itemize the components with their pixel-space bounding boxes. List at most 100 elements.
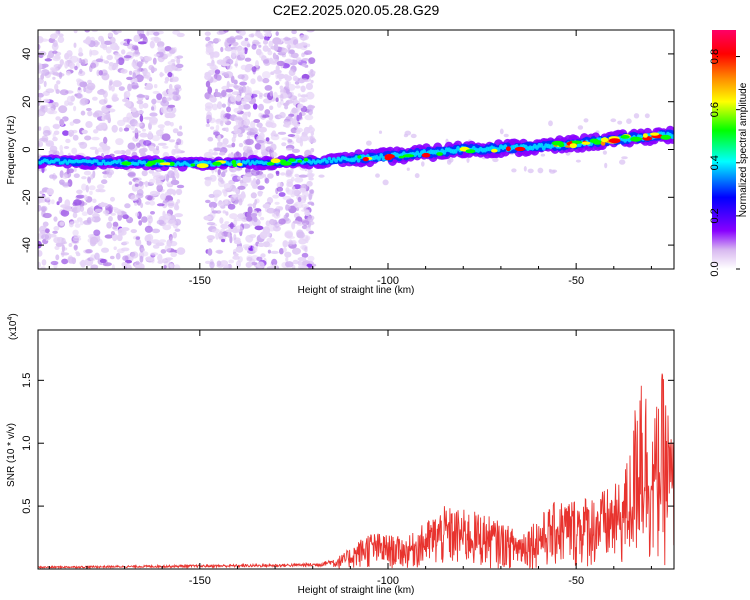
noise-blob (284, 122, 291, 129)
noise-blob (58, 71, 63, 79)
noise-blob (172, 128, 179, 134)
noise-blob (80, 110, 86, 116)
noise-blob (57, 36, 65, 43)
noise-blob (124, 90, 131, 99)
ridge-hotspot (288, 158, 296, 162)
noise-blob (103, 60, 110, 64)
y-tick-label: -20 (21, 189, 33, 205)
noise-blob (122, 98, 129, 103)
noise-blob (289, 49, 295, 55)
noise-blob (306, 180, 313, 187)
noise-blob (49, 110, 58, 115)
noise-blob (59, 144, 63, 152)
noise-blob (203, 151, 213, 159)
noise-blob (267, 249, 271, 254)
noise-blob (84, 135, 92, 141)
noise-blob (577, 125, 584, 130)
noise-blob (47, 71, 57, 75)
noise-blob (41, 63, 49, 68)
noise-blob (160, 249, 167, 254)
noise-blob (226, 37, 236, 44)
noise-blob (271, 213, 275, 217)
noise-blob (111, 264, 115, 269)
ridge-hotspot (169, 161, 175, 166)
noise-blob (39, 105, 45, 112)
ridge-hotspot (491, 148, 498, 153)
noise-blob (79, 220, 84, 226)
noise-blob (98, 70, 104, 76)
noise-blob (114, 52, 121, 57)
noise-blob (86, 217, 92, 224)
noise-blob (244, 37, 249, 42)
noise-blob (257, 242, 265, 247)
noise-blob (231, 136, 236, 143)
noise-blob (179, 125, 183, 130)
noise-blob (152, 57, 157, 65)
noise-blob (149, 178, 156, 184)
noise-blob (103, 174, 108, 179)
noise-blob (73, 30, 78, 34)
noise-blob (55, 242, 64, 247)
snr-multiplier-prefix: (x10 (8, 320, 19, 340)
noise-blob (267, 50, 273, 56)
noise-blob (259, 77, 263, 82)
noise-blob (209, 63, 217, 70)
noise-blob (71, 147, 78, 155)
noise-blob (79, 205, 85, 212)
noise-blob (105, 46, 112, 54)
ridge-hotspot (196, 163, 209, 169)
noise-blob (294, 81, 300, 85)
noise-blob (285, 261, 294, 268)
noise-blob (135, 264, 142, 269)
ridge-hotspot (608, 138, 621, 144)
noise-blob (74, 65, 78, 71)
noise-blob (96, 69, 100, 77)
noise-blob (233, 217, 243, 222)
noise-blob (38, 140, 44, 148)
noise-blob (233, 234, 237, 241)
noise-blob (242, 103, 251, 110)
noise-blob (157, 260, 163, 264)
spectrogram-ylabel: Frequency (Hz) (6, 116, 17, 185)
noise-blob (220, 223, 229, 230)
noise-blob (155, 180, 164, 186)
ridge-hotspot (190, 163, 196, 167)
colorbar-tick-label: 0.8 (709, 49, 721, 64)
snr-ylabel: SNR (10 * v/v) (6, 423, 17, 487)
noise-blob (41, 259, 47, 266)
noise-blob (62, 205, 72, 211)
noise-blob (155, 242, 165, 247)
noise-blob (99, 88, 105, 93)
colorbar-label: Normalized spectral amplitude (738, 82, 749, 217)
noise-blob (211, 210, 218, 214)
noise-blob (214, 194, 218, 203)
noise-blob (527, 168, 534, 174)
noise-blob (492, 157, 499, 163)
noise-blob (246, 43, 251, 48)
noise-blob (38, 250, 43, 257)
noise-blob (145, 256, 155, 262)
noise-blob (95, 188, 101, 193)
noise-blob (73, 105, 77, 112)
y-tick-label: 1.5 (21, 373, 33, 388)
noise-blob (208, 97, 214, 102)
noise-blob (84, 30, 90, 33)
noise-blob (264, 109, 271, 116)
ridge-blob (329, 159, 334, 164)
noise-blob (291, 186, 296, 190)
noise-blob (122, 241, 130, 245)
noise-blob (270, 143, 277, 151)
noise-blob (205, 260, 211, 264)
noise-blob (58, 105, 68, 114)
noise-blob (126, 76, 133, 81)
noise-blob (282, 247, 287, 253)
noise-blob (284, 251, 292, 258)
noise-blob (280, 93, 284, 102)
noise-blob (621, 156, 628, 160)
noise-blob (297, 196, 302, 203)
noise-blob (307, 169, 313, 174)
x-tick-label: -50 (568, 575, 584, 587)
noise-blob (52, 230, 58, 234)
noise-blob (76, 252, 81, 257)
